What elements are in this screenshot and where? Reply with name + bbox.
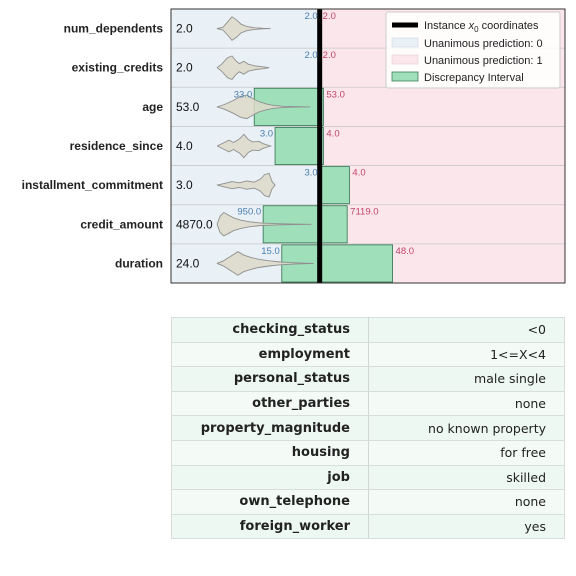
- instance-value: 53.0: [176, 100, 200, 114]
- legend-unanimous-1-label: Unanimous prediction: 1: [424, 55, 543, 67]
- instance-value: 2.0: [176, 22, 193, 36]
- table-value: none: [368, 489, 565, 515]
- legend-box: [385, 11, 561, 89]
- interval-high-label: 7119.0: [350, 207, 378, 218]
- instance-value: 4.0: [176, 139, 193, 153]
- legend-discrepancy-label: Discrepancy Interval: [424, 72, 524, 84]
- table-row: housing for free: [171, 439, 565, 466]
- table-value: none: [368, 390, 565, 417]
- table-value: 1<=X<4: [368, 341, 565, 368]
- table-value: yes: [368, 513, 565, 540]
- plot-frame: [170, 8, 566, 284]
- instance-value: 24.0: [176, 256, 200, 270]
- table-row: personal_status male single: [171, 366, 565, 392]
- feature-label: credit_amount: [80, 217, 163, 231]
- interval-low-label: 15.0: [261, 246, 280, 257]
- interval-high-label: 48.0: [396, 246, 415, 257]
- violin: [216, 94, 311, 120]
- chart-labels: num_dependents 2.0 2.0 2.0 existing_credits 2…: [22, 11, 414, 270]
- legend-discrepancy-swatch: [391, 71, 419, 82]
- interval-high-label: 4.0: [352, 168, 365, 179]
- interval-high-label: 4.0: [326, 128, 339, 139]
- feature-label: installment_commitment: [22, 178, 163, 192]
- table-key: housing: [171, 439, 369, 466]
- table-key: employment: [171, 341, 369, 368]
- instance-value: 3.0: [176, 178, 193, 192]
- table-row: foreign_worker yes: [171, 513, 565, 540]
- table-key: property_magnitude: [171, 415, 369, 441]
- interval-high-label: 53.0: [326, 89, 345, 100]
- table-key: own_telephone: [171, 489, 369, 515]
- table-value: for free: [368, 439, 565, 466]
- table-row: own_telephone none: [171, 489, 565, 515]
- chart-marks: [170, 8, 566, 284]
- table-row: checking_status <0: [171, 317, 565, 343]
- instance-value: 4870.0: [176, 217, 213, 231]
- feature-label: age: [142, 100, 163, 114]
- legend-instance-label: Instance x0 coordinates: [424, 20, 539, 34]
- legend: Instance x0 coordinates Unanimous predic…: [385, 11, 561, 89]
- table-key: checking_status: [171, 317, 369, 343]
- discrepancy-interval: [274, 126, 324, 166]
- table-key: job: [171, 464, 369, 491]
- interval-low-label: 950.0: [237, 207, 261, 218]
- table-row: property_magnitude no known property: [171, 415, 565, 441]
- feature-label: duration: [115, 256, 163, 270]
- violin: [216, 133, 273, 159]
- categorical-feature-table: checking_status <0 employment 1<=X<4 persona…: [171, 317, 565, 540]
- violin: [216, 211, 312, 237]
- table-row: job skilled: [171, 464, 565, 491]
- table-key: foreign_worker: [171, 513, 369, 540]
- legend-unanimous-0-label: Unanimous prediction: 0: [424, 38, 543, 50]
- interval-low-label: 3.0: [260, 128, 273, 139]
- table-row: other_parties none: [171, 390, 565, 417]
- legend-unanimous-0-swatch: [391, 37, 419, 48]
- violin: [216, 172, 276, 198]
- table-value: male single: [368, 366, 565, 392]
- table-value: no known property: [368, 415, 565, 441]
- legend-unanimous-1-swatch: [391, 54, 419, 65]
- table-key: personal_status: [171, 366, 369, 392]
- violin: [216, 55, 270, 81]
- discrepancy-interval: [319, 166, 350, 205]
- feature-label: residence_since: [70, 139, 164, 153]
- instance-value: 2.0: [176, 61, 193, 75]
- table-value: <0: [368, 317, 565, 343]
- violin: [216, 251, 314, 276]
- interval-low-label: 2.0: [304, 11, 317, 22]
- table-value: skilled: [368, 464, 565, 491]
- feature-label: num_dependents: [64, 22, 164, 36]
- table-key: other_parties: [171, 390, 369, 417]
- violin: [216, 16, 271, 41]
- interval-low-label: 3.0: [304, 168, 317, 179]
- violin-chart: num_dependents 2.0 2.0 2.0 existing_credits 2…: [22, 8, 566, 284]
- interval-low-label: 2.0: [304, 50, 317, 61]
- interval-low-label: 33.0: [234, 89, 253, 100]
- feature-label: existing_credits: [72, 61, 164, 75]
- interval-high-label: 2.0: [323, 11, 336, 22]
- table-row: employment 1<=X<4: [171, 341, 565, 368]
- interval-high-label: 2.0: [323, 50, 336, 61]
